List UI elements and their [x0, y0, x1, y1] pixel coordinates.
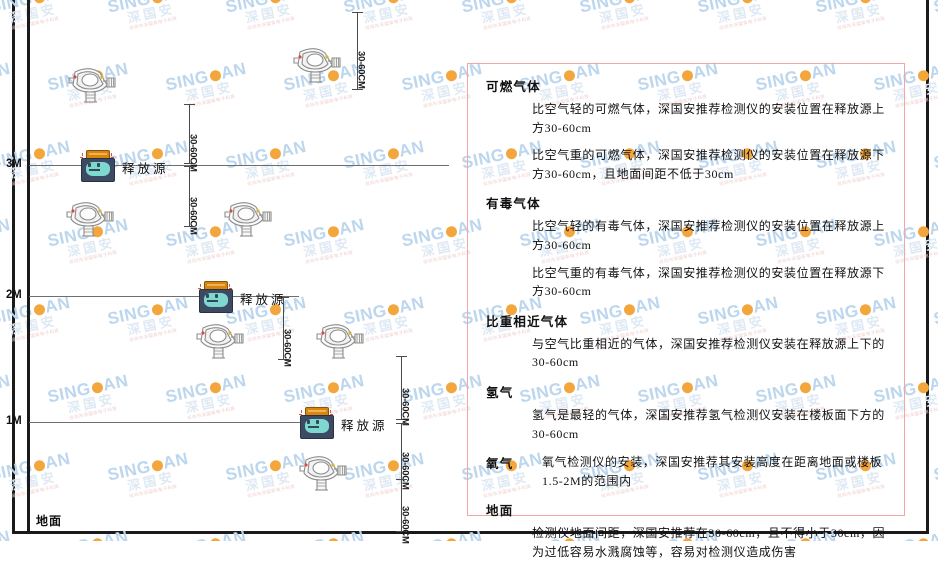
panel-section-paragraph: 比空气重的有毒气体，深国安推荐检测仪的安装位置在释放源下方30-60cm	[532, 265, 885, 299]
release-source-label: 释放源	[122, 162, 169, 176]
dimension-label: 30-60CM	[281, 328, 293, 367]
panel-section-1: 有毒气体比空气轻的有毒气体，深国安推荐检测仪的安装位置在释放源上方30-60cm…	[486, 193, 890, 300]
axis-tick-1m: 1M	[6, 415, 22, 427]
gas-detector-7	[293, 452, 349, 501]
dimension-label: 30-60CM	[187, 196, 199, 235]
gas-detector-icon	[299, 456, 347, 491]
axis-tick-2m: 2M	[6, 289, 22, 301]
gas-detector-2	[287, 44, 343, 93]
info-panel: 可燃气体比空气轻的可燃气体，深国安推荐检测仪的安装位置在释放源上方30-60cm…	[467, 63, 905, 559]
panel-section-heading: 氢气	[486, 385, 514, 400]
panel-section-paragraph: 比空气轻的有毒气体，深国安推荐检测仪的安装位置在释放源上方30-60cm	[532, 219, 885, 252]
panel-section-2: 比重相近气体与空气比重相近的气体，深国安推荐检测仪安装在释放源上下的30-60c…	[486, 311, 890, 372]
panel-section-paragraph: 比空气重的可燃气体，深国安推荐检测仪的安装位置在释放源下方30-60cm，且地面…	[532, 148, 885, 181]
panel-section-heading: 地面	[486, 504, 514, 519]
panel-section-paragraph: 检测仪地面间距，深国安推荐在30-60cm，且不得小于30cm，因为过低容易水溅…	[532, 526, 886, 559]
panel-section-heading: 有毒气体	[486, 197, 541, 212]
frame-border-left	[12, 0, 15, 534]
release-source-label: 释放源	[240, 293, 287, 307]
gas-detector-3	[60, 198, 116, 247]
gas-detector-6	[310, 320, 366, 369]
gas-detector-4	[218, 198, 274, 247]
frame-border-right	[926, 0, 929, 534]
axis-tick-3m: 3M	[6, 158, 22, 170]
gas-detector-5	[190, 320, 246, 369]
panel-section-4: 氧气 氧气检测仪的安装，深国安推荐其安装高度在距离地面或楼板1.5-2M的范围内	[486, 453, 890, 490]
vertical-axis	[27, 0, 30, 531]
panel-section-heading: 氧气	[486, 457, 514, 472]
dimension-label: 30-60CM	[399, 388, 411, 426]
dimension-label: 30-60CM	[399, 505, 411, 544]
release-source-label: 释放源	[341, 419, 388, 433]
release-source-icon	[80, 150, 115, 182]
panel-section-3: 氢气氢气是最轻的气体，深国安推荐氢气检测仪安装在楼板面下方的30-60cm	[486, 382, 890, 443]
level-line-1m	[29, 422, 329, 423]
panel-section-paragraph: 氧气检测仪的安装，深国安推荐其安装高度在距离地面或楼板1.5-2M的范围内	[542, 455, 883, 488]
panel-section-0: 可燃气体比空气轻的可燃气体，深国安推荐检测仪的安装位置在释放源上方30-60cm…	[486, 76, 890, 183]
gas-detector-icon	[68, 68, 116, 103]
info-panel-body: 可燃气体比空气轻的可燃气体，深国安推荐检测仪的安装位置在释放源上方30-60cm…	[468, 64, 904, 562]
panel-section-heading: 比重相近气体	[486, 314, 569, 329]
gas-detector-icon	[293, 48, 341, 83]
panel-section-5: 地面检测仪地面间距，深国安推荐在30-60cm，且不得小于30cm，因为过低容易…	[486, 500, 890, 561]
gas-detector-icon	[316, 324, 364, 359]
gas-detector-icon	[224, 202, 272, 237]
release-source-icon	[299, 407, 334, 439]
panel-section-paragraph: 氢气是最轻的气体，深国安推荐氢气检测仪安装在楼板面下方的30-60cm	[532, 407, 885, 441]
ground-label: 地面	[36, 514, 63, 528]
frame-border-bottom	[12, 531, 929, 534]
level-line-2m	[29, 296, 299, 297]
gas-detector-icon	[196, 324, 244, 359]
dimension-label: 30-60CM	[355, 51, 367, 89]
panel-section-paragraph: 与空气比重相近的气体，深国安推荐检测仪安装在释放源上下的30-60cm	[532, 336, 885, 370]
gas-detector-1	[62, 64, 118, 113]
gas-detector-icon	[66, 202, 114, 237]
panel-section-paragraph: 比空气轻的可燃气体，深国安推荐检测仪的安装位置在释放源上方30-60cm	[532, 102, 885, 135]
panel-section-heading: 可燃气体	[486, 80, 541, 94]
release-source-icon	[198, 281, 233, 313]
level-line-3m	[29, 165, 449, 166]
